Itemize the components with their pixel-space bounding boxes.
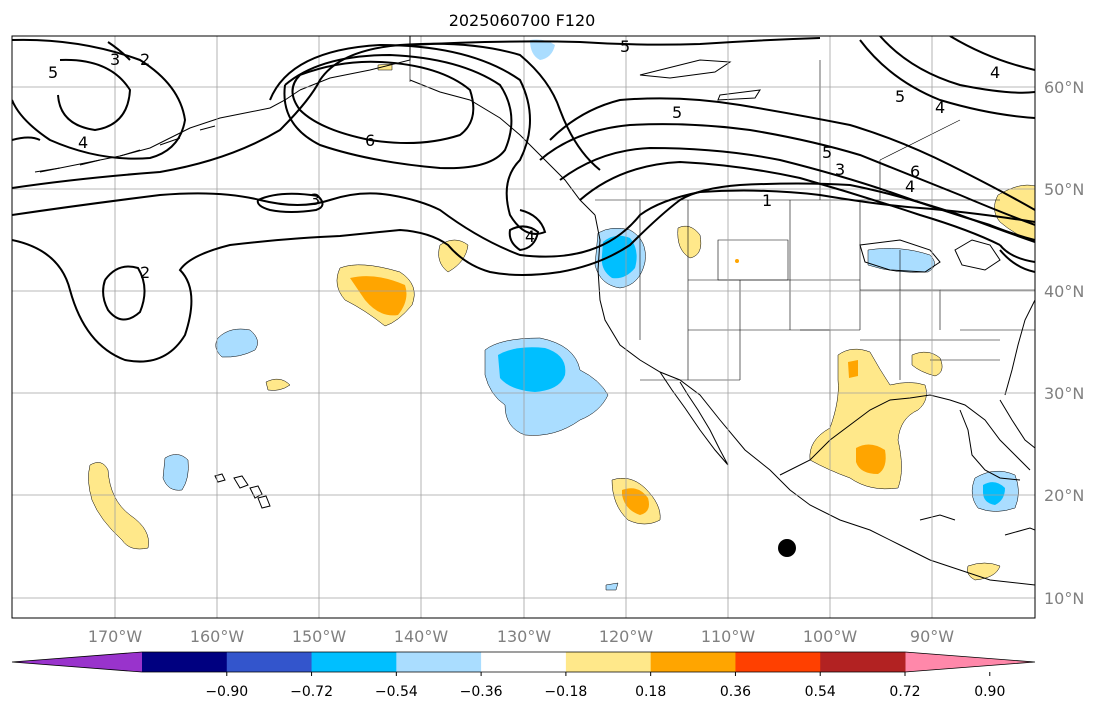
contour-label: 5: [48, 63, 58, 82]
colorbar-tick-label: 0.54: [805, 684, 836, 700]
colorbar-extend-low: [12, 652, 142, 672]
contour-label: 5: [620, 37, 630, 56]
lon-label: 100°W: [803, 627, 858, 646]
colorbar-segment: [142, 652, 228, 672]
contour-label: 1: [762, 191, 772, 210]
lat-label: 40°N: [1044, 282, 1084, 301]
colorbar-tick-label: −0.18: [544, 684, 587, 700]
colorbar-segment: [226, 652, 313, 672]
contour-label: 3: [310, 190, 320, 209]
lon-label: 120°W: [599, 627, 654, 646]
lat-label: 20°N: [1044, 486, 1084, 505]
contour-label: 4: [78, 133, 88, 152]
contour-label: 3: [110, 50, 120, 69]
longitude-labels: 170°W 160°W 150°W 140°W 130°W 120°W 110°…: [88, 627, 954, 646]
state-borders: [409, 36, 1035, 400]
map-frame: [11, 35, 1036, 619]
contour-label: 2: [140, 50, 150, 69]
lon-label: 90°W: [910, 627, 954, 646]
contour-label: 4: [905, 177, 915, 196]
contour-label: 4: [990, 63, 1000, 82]
lat-label: 60°N: [1044, 78, 1084, 97]
colorbar-tick-label: 0.90: [974, 684, 1005, 700]
lon-label: 140°W: [394, 627, 449, 646]
colorbar-tick-label: −0.72: [290, 684, 333, 700]
colorbar-tick-label: 0.36: [720, 684, 751, 700]
lon-label: 150°W: [292, 627, 347, 646]
colorbar-tick-label: −0.54: [375, 684, 418, 700]
colorbar-extend-high: [905, 652, 1035, 672]
lat-label: 10°N: [1044, 589, 1084, 608]
lat-label: 50°N: [1044, 180, 1084, 199]
colorbar-outline: [11, 651, 1036, 673]
colorbar-segment: [311, 652, 397, 672]
contour-lines: [12, 36, 1035, 363]
contour-label: 6: [365, 131, 375, 150]
contour-label: 2: [140, 263, 150, 282]
contour-label-group: 5 2 3 4 5 6 5 3 4 6 1 5 4 3 2 5 4 4: [48, 37, 1000, 282]
lon-label: 130°W: [497, 627, 552, 646]
colorbar-segment: [650, 652, 736, 672]
latitude-labels: 60°N 50°N 40°N 30°N 20°N 10°N: [1044, 78, 1084, 608]
contour-label: 6: [910, 162, 920, 181]
colorbar-tick-label: −0.90: [205, 684, 248, 700]
contour-label: 4: [525, 227, 535, 246]
map-title: 2025060700 F120: [449, 11, 596, 30]
colorbar-tick-label: 0.72: [889, 684, 920, 700]
colorbar-segment: [735, 652, 821, 672]
storm-location-marker: [778, 539, 796, 557]
colorbar-tick-label: 0.18: [635, 684, 666, 700]
lon-label: 160°W: [190, 627, 245, 646]
contour-label: 5: [822, 143, 832, 162]
lon-label: 110°W: [701, 627, 756, 646]
lat-label: 30°N: [1044, 384, 1084, 403]
contour-label: 5: [895, 87, 905, 106]
colorbar-segment: [565, 652, 652, 672]
contour-label: 4: [935, 98, 945, 117]
contour-label: 3: [835, 160, 845, 179]
lon-label: 170°W: [88, 627, 143, 646]
colorbar: −0.90 −0.72 −0.54 −0.36 −0.18 0.18 0.36 0.54 0.7…: [11, 651, 1036, 700]
contour-label: 5: [672, 103, 682, 122]
colorbar-segment: [820, 652, 906, 672]
colorbar-tick-label: −0.36: [460, 684, 503, 700]
colorbar-segment: [481, 652, 567, 672]
colorbar-segment: [396, 652, 482, 672]
